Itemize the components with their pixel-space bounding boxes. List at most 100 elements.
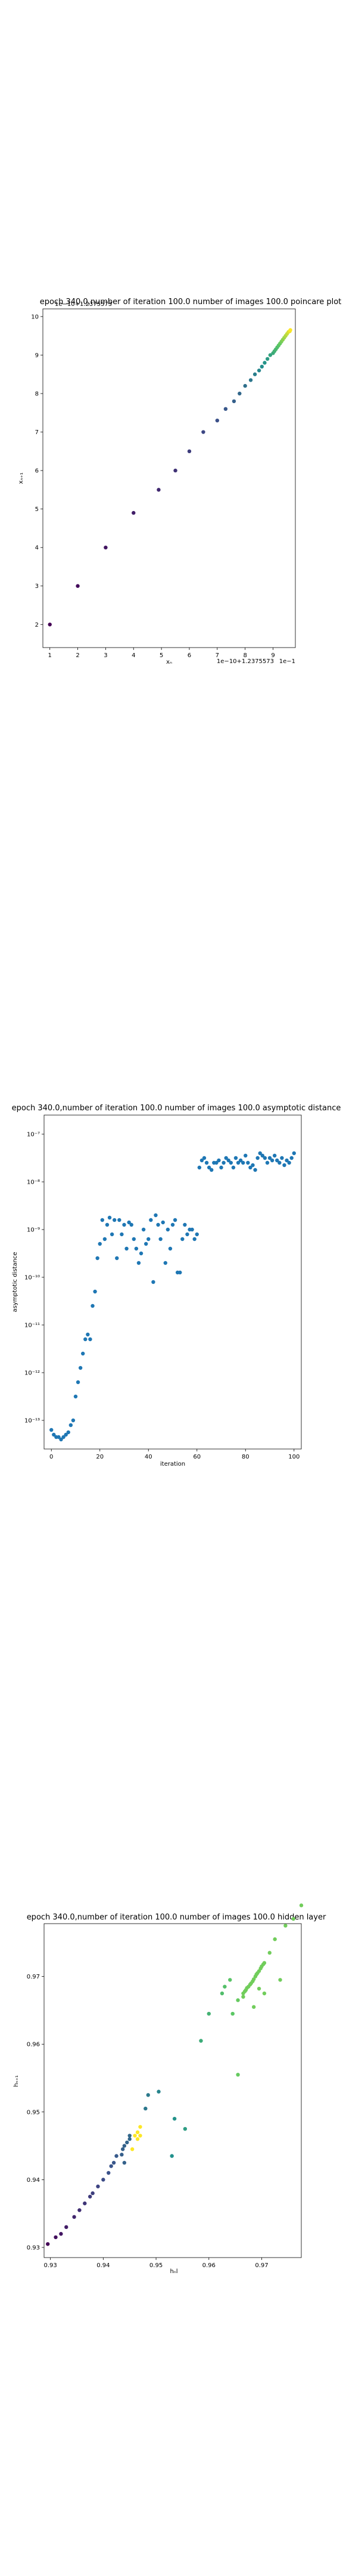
scatter-point	[220, 1991, 224, 1996]
scatter-point	[255, 1156, 260, 1160]
scatter-point	[229, 1160, 233, 1165]
scatter-point	[238, 391, 242, 396]
x-tick-label: 0.94	[96, 2262, 110, 2269]
hidden-layer-x-ticks: 0.93 0.94 0.95 0.96 0.97	[44, 2258, 269, 2269]
scatter-point	[157, 2089, 161, 2094]
scatter-point	[76, 584, 80, 588]
scatter-point	[260, 1153, 264, 1158]
scatter-point	[64, 1432, 68, 1437]
x-tick-label: 7	[216, 652, 219, 659]
x-tick-label: 3	[104, 652, 107, 659]
hidden-layer-x-label: hₙl	[170, 2268, 177, 2275]
hidden-layer-title: epoch 340.0,number of iteration 100.0 nu…	[27, 1913, 326, 1922]
x-tick-label: 8	[243, 652, 247, 659]
scatter-point	[199, 1158, 204, 1163]
scatter-point	[156, 1222, 160, 1227]
scatter-point	[236, 1160, 241, 1165]
poincare-chart: epoch 340.0,number of iteration 100.0 nu…	[18, 298, 341, 665]
scatter-point	[217, 1158, 221, 1163]
scatter-point	[135, 2130, 140, 2135]
scatter-point	[102, 1237, 107, 1241]
scatter-point	[273, 1937, 277, 1942]
scatter-point	[104, 545, 108, 550]
scatter-point	[251, 1163, 255, 1168]
scatter-point	[46, 2242, 50, 2246]
x-tick-label: 0.93	[44, 2262, 57, 2269]
y-tick-label: 3	[35, 583, 39, 590]
scatter-point	[224, 1156, 228, 1160]
x-tick-label: 0.96	[202, 2262, 216, 2269]
scatter-point	[230, 2011, 235, 2016]
y-tick-label: 10⁻⁷	[27, 1132, 40, 1138]
scatter-point	[183, 2126, 188, 2131]
scatter-point	[262, 1991, 267, 1996]
scatter-point	[289, 1156, 294, 1160]
x-tick-label: 4	[132, 652, 135, 659]
scatter-point	[214, 1160, 219, 1165]
scatter-point	[207, 2011, 211, 2016]
scatter-point	[183, 1222, 187, 1227]
scatter-point	[49, 1428, 54, 1432]
scatter-point	[267, 1156, 272, 1160]
x-tick-label: 5	[160, 652, 163, 659]
scatter-point	[68, 1423, 73, 1428]
y-tick-label: 8	[35, 391, 39, 398]
scatter-point	[172, 2116, 177, 2121]
scatter-point	[122, 2144, 127, 2148]
scatter-point	[222, 1160, 226, 1165]
scatter-point	[173, 468, 177, 473]
scatter-point	[204, 1160, 209, 1165]
scatter-point	[241, 1995, 245, 1999]
scatter-point	[257, 1986, 261, 1991]
asymptotic-y-ticks: 10⁻¹³ 10⁻¹² 10⁻¹¹ 10⁻¹⁰ 10⁻⁹ 10⁻⁸ 10⁻⁷	[24, 1132, 44, 1425]
scatter-point	[236, 2073, 240, 2077]
scatter-point	[54, 2235, 58, 2240]
hidden-layer-plot-frame	[43, 1923, 302, 2258]
scatter-point	[270, 1158, 275, 1163]
x-tick-label: 6	[188, 652, 191, 659]
scatter-point	[223, 407, 228, 411]
scatter-point	[231, 1165, 236, 1170]
scatter-point	[112, 1218, 117, 1222]
scatter-point	[86, 1332, 90, 1337]
scatter-point	[59, 2232, 63, 2236]
scatter-point	[178, 1270, 182, 1275]
y-tick-label: 10⁻¹¹	[24, 1323, 40, 1329]
scatter-point	[248, 378, 253, 382]
scatter-point	[283, 1924, 288, 1928]
scatter-point	[161, 1220, 165, 1225]
y-tick-label: 10⁻⁹	[27, 1227, 40, 1234]
y-tick-label: 10⁻¹³	[24, 1418, 40, 1425]
scatter-point	[111, 2160, 116, 2165]
scatter-point	[88, 1337, 92, 1342]
scatter-point	[93, 1289, 97, 1294]
scatter-point	[127, 1220, 131, 1225]
x-tick-label: 60	[193, 1454, 201, 1460]
scatter-point	[109, 2164, 113, 2168]
scatter-point	[107, 2171, 111, 2175]
scatter-point	[78, 1366, 83, 1370]
scatter-point	[288, 328, 292, 332]
scatter-point	[144, 1241, 148, 1246]
scatter-point	[110, 1232, 114, 1237]
asymptotic-y-label: asymptotic distance	[12, 1252, 18, 1312]
hidden-layer-y-label: hₙ₊₁	[13, 2075, 20, 2087]
scatter-point	[125, 2140, 129, 2145]
scatter-point	[139, 1251, 144, 1256]
scatter-point	[96, 2184, 100, 2188]
scatter-point	[263, 361, 267, 365]
scatter-point	[280, 1156, 284, 1160]
poincare-x-corner: 1e−1	[279, 658, 295, 665]
scatter-point	[158, 1237, 163, 1241]
scatter-point	[144, 2106, 148, 2111]
x-tick-label: 1	[48, 652, 52, 659]
scatter-point	[91, 1304, 95, 1308]
scatter-point	[129, 1222, 133, 1227]
x-tick-label: 20	[96, 1454, 104, 1460]
scatter-point	[124, 1246, 129, 1251]
scatter-point	[64, 2225, 68, 2230]
asymptotic-distance-chart: epoch 340.0,number of iteration 100.0 nu…	[12, 1104, 341, 1467]
scatter-point	[192, 1237, 197, 1241]
scatter-point	[132, 510, 136, 515]
y-tick-label: 9	[35, 352, 39, 359]
